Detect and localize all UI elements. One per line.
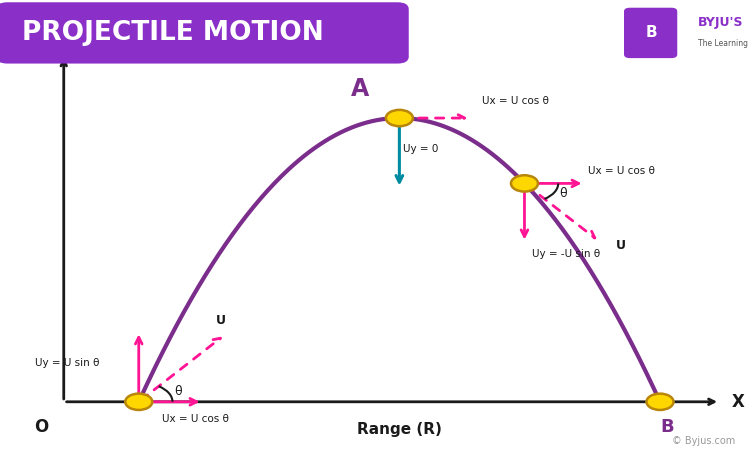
Circle shape (511, 175, 538, 192)
Text: X: X (731, 393, 744, 411)
Text: PROJECTILE MOTION: PROJECTILE MOTION (22, 20, 324, 46)
Text: O: O (34, 418, 48, 436)
FancyBboxPatch shape (0, 2, 409, 64)
Circle shape (125, 394, 152, 410)
Text: B: B (661, 418, 674, 436)
Text: The Learning App: The Learning App (698, 39, 750, 48)
Text: Range (R): Range (R) (357, 421, 442, 437)
Text: A: A (351, 77, 370, 100)
Text: B: B (645, 25, 657, 40)
Text: Ux = U cos θ: Ux = U cos θ (161, 414, 229, 424)
Text: Uy = U sin θ: Uy = U sin θ (35, 358, 100, 368)
Text: Ux = U cos θ: Ux = U cos θ (589, 166, 656, 176)
Text: U: U (216, 315, 226, 327)
Text: Uy = 0: Uy = 0 (404, 144, 439, 154)
Text: BYJU'S: BYJU'S (698, 16, 743, 29)
FancyBboxPatch shape (624, 8, 677, 58)
Text: Ux = U cos θ: Ux = U cos θ (482, 96, 549, 106)
Circle shape (386, 110, 412, 126)
Text: U: U (616, 239, 626, 252)
Text: © Byjus.com: © Byjus.com (672, 436, 735, 446)
Circle shape (646, 394, 674, 410)
Text: θ: θ (560, 187, 567, 200)
Text: Uy = -U sin θ: Uy = -U sin θ (532, 249, 600, 259)
Text: θ: θ (174, 385, 182, 398)
Text: Y: Y (44, 32, 56, 50)
